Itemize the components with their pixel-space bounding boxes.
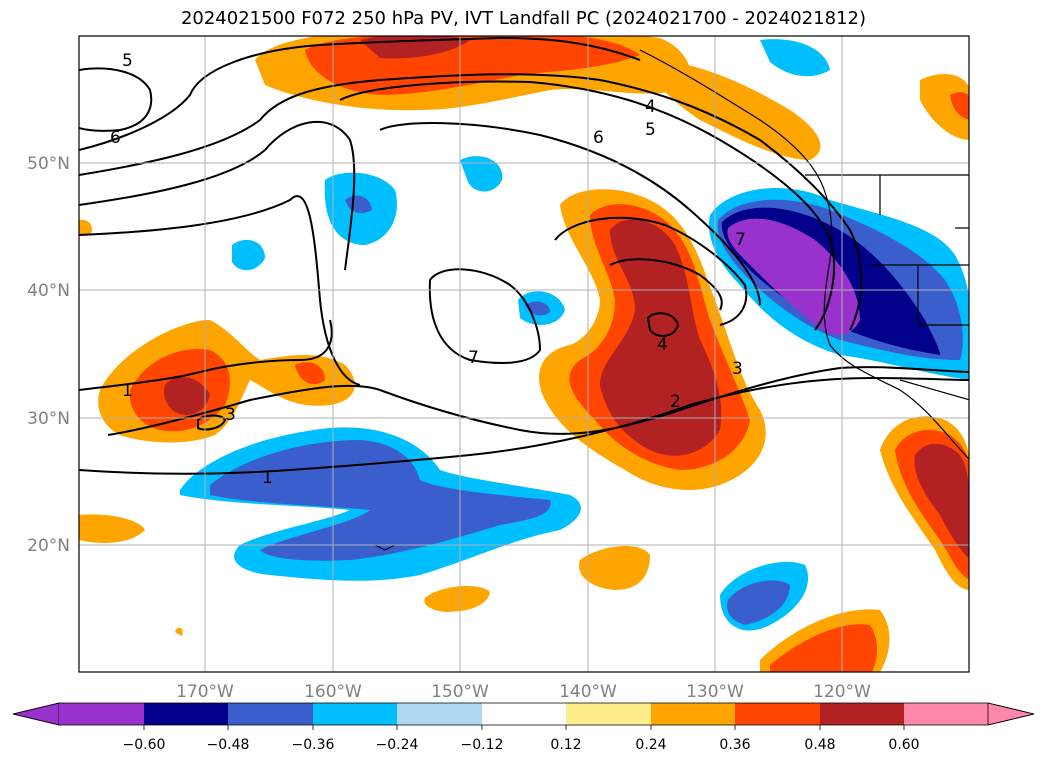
- lon-axis-labels: 170°W 160°W 150°W 140°W 130°W 120°W: [176, 682, 871, 702]
- lat-tick-label: 20°N: [27, 536, 70, 556]
- colorbar-tick-label: −0.48: [207, 737, 250, 753]
- contour-label: 4: [645, 97, 656, 117]
- contour-labels: 5 6 4 5 6 7 7 1 3 4 3 2 1: [110, 51, 746, 488]
- lon-tick-label: 170°W: [176, 682, 234, 702]
- colorbar-tick-label: 0.60: [888, 737, 919, 753]
- colorbar-bin: [482, 703, 566, 725]
- colorbar-bin: [566, 703, 651, 725]
- map-title: 2024021500 F072 250 hPa PV, IVT Landfall…: [180, 8, 867, 29]
- lat-tick-label: 50°N: [27, 154, 70, 174]
- lon-tick-label: 120°W: [813, 682, 871, 702]
- colorbar-tick-label: −0.60: [123, 737, 166, 753]
- colorbar-tick-label: 0.24: [635, 737, 666, 753]
- contour-label: 3: [732, 359, 743, 379]
- lon-tick-label: 150°W: [431, 682, 489, 702]
- lon-tick-label: 130°W: [686, 682, 744, 702]
- graticule: [79, 36, 969, 672]
- colorbar-bin: [735, 703, 820, 725]
- contour-label: 5: [122, 51, 133, 71]
- colorbar-bin: [820, 703, 904, 725]
- contour-label: 6: [593, 128, 604, 148]
- colorbar-bin: [313, 703, 397, 725]
- lon-tick-label: 140°W: [559, 682, 617, 702]
- colorbar-bin: [397, 703, 482, 725]
- colorbar-extend-low: [12, 702, 60, 726]
- contour-label: 6: [110, 128, 121, 148]
- contour-label: 3: [225, 405, 236, 425]
- colorbar-bin: [904, 703, 988, 725]
- shaded-field: [79, 36, 969, 672]
- contour-label: 1: [122, 381, 133, 401]
- colorbar-bin: [228, 703, 313, 725]
- colorbar: −0.60 −0.48 −0.36 −0.24 −0.12 0.12 0.24 …: [12, 702, 1035, 753]
- contour-label: 4: [657, 335, 668, 355]
- lat-tick-label: 40°N: [27, 281, 70, 301]
- colorbar-bin: [144, 703, 228, 725]
- colorbar-tick-label: 0.36: [719, 737, 750, 753]
- lat-axis-labels: 50°N 40°N 30°N 20°N: [27, 154, 70, 556]
- colorbar-bin: [59, 703, 144, 725]
- colorbar-extend-high: [987, 702, 1035, 726]
- colorbar-tick-label: −0.36: [292, 737, 335, 753]
- pv-contours: [79, 36, 969, 475]
- contour-label: 7: [468, 348, 479, 368]
- colorbar-bin: [651, 703, 735, 725]
- contour-label: 5: [645, 120, 656, 140]
- contour-label: 2: [670, 392, 681, 412]
- colorbar-tick-label: 0.12: [550, 737, 581, 753]
- lat-tick-label: 30°N: [27, 409, 70, 429]
- colorbar-tick-label: 0.48: [804, 737, 835, 753]
- contour-label: 1: [262, 468, 273, 488]
- contour-label: 7: [735, 230, 746, 250]
- colorbar-tick-label: −0.24: [376, 737, 419, 753]
- colorbar-tick-label: −0.12: [461, 737, 504, 753]
- map-frame: [78, 35, 970, 673]
- lon-tick-label: 160°W: [304, 682, 362, 702]
- coastlines: [374, 49, 969, 551]
